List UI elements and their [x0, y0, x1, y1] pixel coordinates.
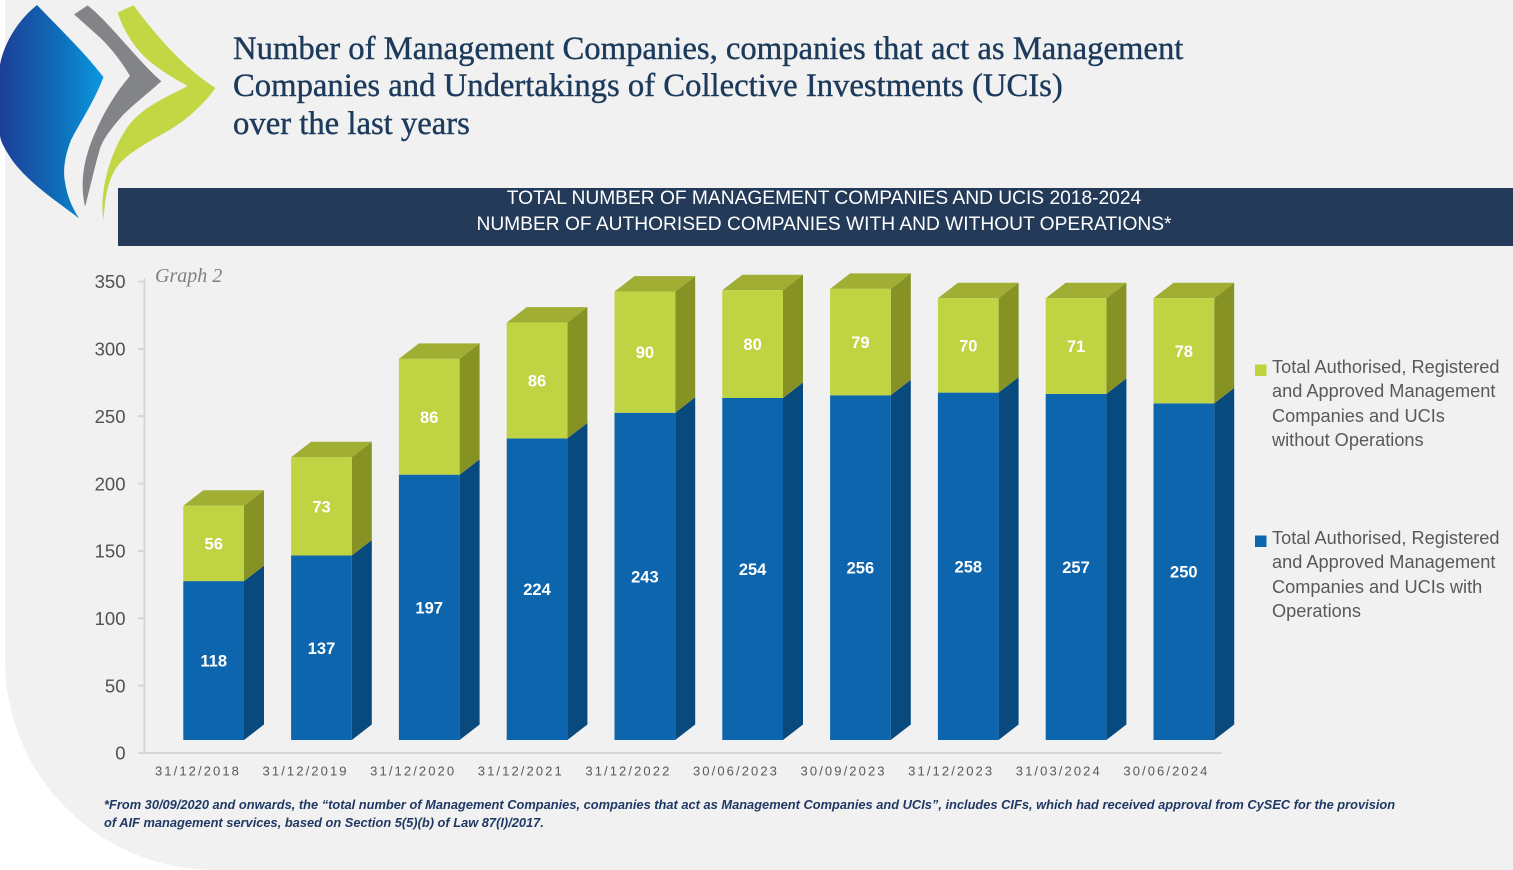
svg-text:71: 71 [1067, 338, 1085, 356]
svg-text:70: 70 [959, 338, 977, 356]
svg-text:78: 78 [1175, 343, 1193, 361]
svg-text:79: 79 [851, 334, 869, 352]
svg-text:86: 86 [528, 373, 546, 391]
svg-text:31/12/2021: 31/12/2021 [478, 764, 564, 779]
svg-text:56: 56 [205, 535, 223, 553]
svg-text:257: 257 [1062, 559, 1090, 577]
svg-text:90: 90 [636, 344, 654, 362]
svg-text:118: 118 [200, 653, 227, 671]
svg-text:137: 137 [308, 640, 336, 658]
svg-text:350: 350 [95, 271, 126, 292]
svg-text:31/12/2018: 31/12/2018 [155, 764, 241, 779]
svg-text:31/03/2024: 31/03/2024 [1016, 764, 1102, 779]
svg-text:258: 258 [955, 558, 983, 576]
svg-text:31/12/2020: 31/12/2020 [370, 764, 456, 779]
svg-text:250: 250 [1170, 564, 1198, 582]
svg-text:31/12/2019: 31/12/2019 [263, 764, 349, 779]
svg-text:30/06/2023: 30/06/2023 [693, 764, 779, 779]
svg-text:86: 86 [420, 409, 438, 427]
svg-text:243: 243 [631, 568, 659, 586]
svg-text:31/12/2023: 31/12/2023 [908, 764, 994, 779]
svg-text:30/09/2023: 30/09/2023 [801, 764, 887, 779]
svg-text:200: 200 [95, 473, 126, 494]
svg-text:73: 73 [312, 498, 330, 516]
svg-text:31/12/2022: 31/12/2022 [585, 764, 671, 779]
svg-text:100: 100 [95, 608, 126, 629]
svg-text:224: 224 [523, 581, 551, 599]
svg-text:80: 80 [743, 336, 761, 354]
svg-text:300: 300 [95, 339, 126, 360]
svg-text:0: 0 [115, 743, 125, 764]
svg-text:254: 254 [739, 561, 767, 579]
svg-text:150: 150 [95, 541, 126, 562]
svg-text:50: 50 [105, 675, 126, 696]
svg-text:256: 256 [847, 560, 875, 578]
svg-text:250: 250 [95, 406, 126, 427]
svg-text:197: 197 [415, 599, 443, 617]
svg-text:30/06/2024: 30/06/2024 [1123, 764, 1209, 779]
